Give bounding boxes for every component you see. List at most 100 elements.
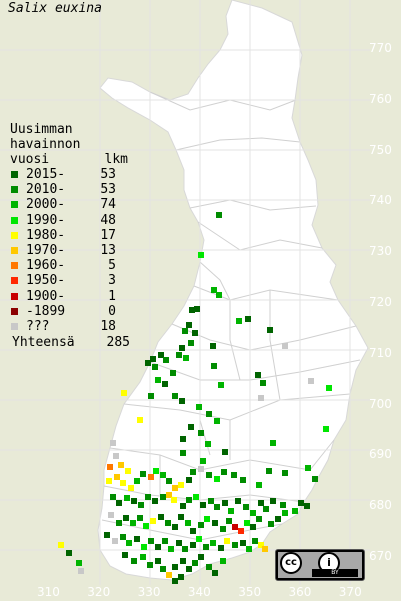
legend-item-label: ??? [26,318,50,334]
occurrence-square [185,520,191,526]
occurrence-square [152,498,158,504]
occurrence-square [211,287,217,293]
occurrence-square [182,328,188,334]
occurrence-square [308,378,314,384]
legend-swatch [11,307,18,315]
occurrence-square [166,572,172,578]
occurrence-square [326,385,332,391]
occurrence-square [256,516,262,522]
legend-item-label: 1950- [26,273,66,289]
legend-swatch [11,171,18,179]
legend-swatch [11,277,18,285]
occurrence-square [145,360,151,366]
y-tick-label: 700 [369,396,392,411]
occurrence-square [188,424,194,430]
occurrence-square [113,453,119,459]
occurrence-square [176,540,182,546]
occurrence-square [198,554,204,560]
occurrence-square [150,356,156,362]
occurrence-square [231,472,237,478]
occurrence-square [155,377,161,383]
occurrence-square [232,524,238,530]
occurrence-square [312,476,318,482]
occurrence-square [158,352,164,358]
legend-swatch [11,292,18,300]
legend-item-label: 2010- [26,182,66,198]
occurrence-square [166,492,172,498]
occurrence-square [270,440,276,446]
occurrence-square [125,468,131,474]
occurrence-square [282,343,288,349]
occurrence-square [258,500,264,506]
occurrence-square [179,345,185,351]
occurrence-square [240,477,246,483]
occurrence-square [196,404,202,410]
occurrence-square [165,520,171,526]
occurrence-square [180,436,186,442]
occurrence-square [298,500,304,506]
occurrence-square [134,536,140,542]
occurrence-square [218,382,224,388]
occurrence-square [222,500,228,506]
occurrence-square [180,450,186,456]
occurrence-square [304,503,310,509]
occurrence-square [267,327,273,333]
y-tick-label: 690 [369,447,392,462]
legend-item-count: 48 [100,212,116,228]
legend-item: 1990- 48 [10,213,130,228]
occurrence-square [268,521,274,527]
occurrence-square [114,474,120,480]
y-tick-label: 720 [369,295,392,309]
occurrence-square [214,418,220,424]
occurrence-square [193,494,199,500]
occurrence-square [218,545,224,551]
occurrence-square [155,558,161,564]
occurrence-square [143,523,149,529]
occurrence-square [262,546,268,552]
x-tick-label: 330 [137,585,161,599]
occurrence-square [166,478,172,484]
occurrence-square [179,398,185,404]
occurrence-square [107,464,113,470]
occurrence-square [178,482,184,488]
occurrence-square [137,417,143,423]
occurrence-square [190,469,196,475]
occurrence-square [189,307,195,313]
occurrence-square [212,520,218,526]
occurrence-square [192,560,198,566]
legend-item-label: 1970- [26,243,66,259]
occurrence-square [208,498,214,504]
occurrence-square [266,468,272,474]
legend-item-label: -1899 [26,303,66,319]
occurrence-square [131,558,137,564]
legend-total-label: Yhteensä [12,335,75,351]
occurrence-square [168,546,174,552]
occurrence-square [275,516,281,522]
occurrence-square [160,472,166,478]
y-tick-label: 740 [369,193,392,208]
occurrence-square [158,514,164,520]
legend-item: 2015- 53 [10,167,130,182]
legend-header-col2: lkm [104,152,128,167]
occurrence-square [150,518,156,524]
occurrence-square [206,564,212,570]
occurrence-square [120,480,126,486]
occurrence-square [108,512,114,518]
occurrence-square [232,542,238,548]
legend-header-line1: Uusimman [10,122,73,137]
legend-item: 1980- 17 [10,228,130,243]
occurrence-square [124,495,130,501]
occurrence-square [200,502,206,508]
occurrence-square [203,544,209,550]
legend-item-count: 53 [100,182,116,198]
legend-item-count: 74 [100,197,116,213]
occurrence-square [183,355,189,361]
occurrence-square [137,515,143,521]
occurrence-square [145,494,151,500]
legend-item: 2010- 53 [10,182,130,197]
occurrence-square [120,534,126,540]
legend-item-label: 2015- [26,167,66,183]
occurrence-square [323,426,329,432]
occurrence-square [126,540,132,546]
cc-license-badge[interactable]: cc i BY [275,549,365,581]
